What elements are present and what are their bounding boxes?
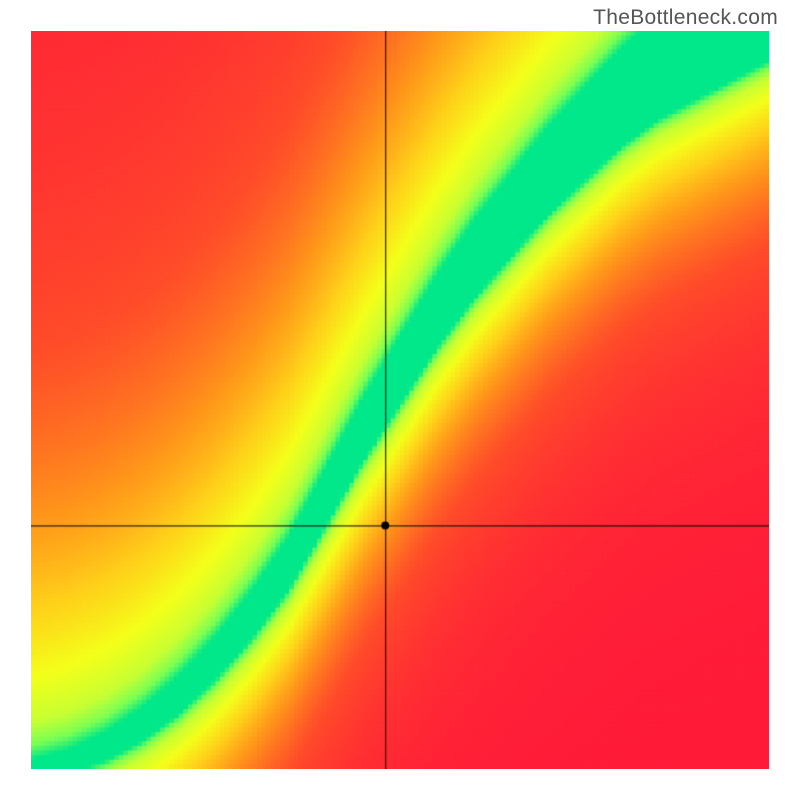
watermark-label: TheBottleneck.com (593, 6, 778, 30)
bottleneck-heatmap (31, 31, 769, 769)
chart-container: TheBottleneck.com (0, 0, 800, 800)
